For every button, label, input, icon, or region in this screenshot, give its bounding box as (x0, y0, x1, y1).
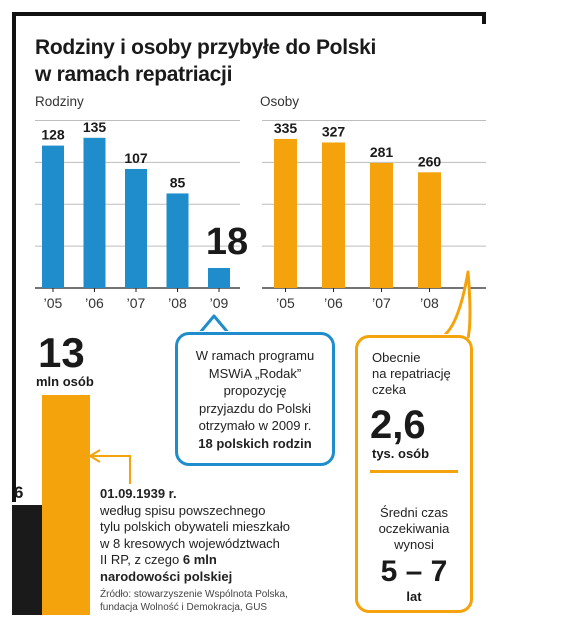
waiting-callout-pointer (439, 270, 472, 340)
bar-value-label-1-1: 327 (322, 123, 346, 139)
wait-time-value: 5 – 7 (380, 555, 448, 588)
x-tick-label-0-2: ’07 (127, 295, 146, 311)
historic-bar-13mln (42, 395, 90, 615)
rodak-line-1: W ramach programu (195, 348, 315, 363)
x-tick-label-0-0: ’05 (44, 295, 63, 311)
title-line-2: w ramach repatriacji (35, 63, 233, 86)
bar-value-label-0-4: 18 (206, 221, 248, 263)
persons-axis-title: Osoby (260, 94, 300, 109)
x-tick-label-0-3: ’08 (168, 295, 187, 311)
waiting-big-unit: tys. osób (372, 446, 430, 461)
bar-value-label-0-2: 107 (124, 150, 148, 166)
x-tick-label-1-3: ’08 (420, 295, 439, 311)
historic-line-5: narodowości polskiej (100, 568, 233, 584)
bar-1-0 (274, 138, 297, 288)
frame-top-line (12, 12, 486, 16)
waiting-line-3: czeka (372, 382, 406, 397)
wait-time-unit: lat (406, 589, 422, 604)
source-note: Źródło: stowarzyszenie Wspólnota Polska,… (100, 589, 330, 614)
waiting-big-value: 2,6 (370, 403, 426, 447)
historic-arrow-head (89, 449, 101, 463)
source-line-1: Źródło: stowarzyszenie Wspólnota Polska, (100, 589, 288, 600)
frame-left-line (12, 12, 16, 502)
historic-line-4-bold: 6 mln (182, 552, 217, 567)
rodak-program-callout: W ramach programu MSWiA „Rodak” propozyc… (175, 332, 335, 466)
waiting-line-1: Obecnie (372, 350, 421, 365)
wait-time-line-3: wynosi (394, 537, 434, 552)
historic-line-2: tylu polskich obywateli mieszkało (100, 519, 291, 534)
title-line-1: Rodziny i osoby przybyłe do Polski (35, 36, 377, 59)
bar-1-1 (322, 142, 345, 288)
wait-time-line-1: Średni czas (380, 505, 448, 520)
historic-arrow-line (92, 455, 131, 484)
bar-value-label-0-3: 85 (170, 174, 186, 190)
historic-line-3: w 8 kresowych województwach (100, 535, 280, 551)
rodak-line-5: otrzymało w 2009 r. (198, 418, 312, 433)
x-tick-label-1-1: ’06 (324, 295, 343, 311)
rodak-callout-pointer (196, 314, 232, 336)
x-tick-label-1-2: ’07 (372, 295, 391, 311)
bar-0-1 (83, 137, 106, 288)
historic-description: 01.09.1939 r. według spisu powszechnego … (100, 486, 340, 585)
historic-big-unit: mln osób (36, 374, 94, 389)
historic-bar-6mln (12, 505, 42, 615)
x-tick-label-0-4: ’09 (210, 295, 229, 311)
historic-date: 01.09.1939 r. (100, 486, 177, 501)
waiting-line-2: na repatriację (372, 366, 451, 381)
bar-0-0 (42, 145, 64, 288)
bar-value-label-1-0: 335 (274, 120, 298, 136)
wait-time-line-2: oczekiwania (378, 521, 450, 536)
historic-line-1: według spisu powszechnego (100, 502, 266, 518)
bar-0-3 (166, 193, 189, 288)
rodak-line-6: 18 polskich rodzin (198, 435, 312, 451)
waiting-divider (370, 470, 458, 473)
rodak-line-3: propozycję (223, 383, 287, 398)
x-tick-label-0-1: ’06 (85, 295, 104, 311)
bar-0-4 (208, 267, 230, 288)
bar-value-label-0-0: 128 (41, 127, 65, 143)
bar-0-2 (125, 168, 147, 288)
bar-1-2 (370, 162, 393, 288)
bar-value-label-1-2: 281 (370, 144, 394, 160)
bar-value-label-0-1: 135 (83, 119, 107, 135)
historic-line-4: II RP, z czego 6 mln (100, 552, 340, 569)
historic-big-value: 13 (38, 329, 85, 376)
source-line-2: fundacja Wolność i Demokracja, GUS (100, 601, 268, 613)
historic-line-4-pre: II RP, z czego (100, 552, 183, 567)
bar-1-3 (418, 172, 441, 288)
waiting-callout: Obecnie na repatriację czeka 2,6 tys. os… (355, 335, 473, 613)
families-axis-title: Rodziny (35, 94, 84, 109)
frame-corner-tick (482, 12, 486, 24)
rodak-line-2: MSWiA „Rodak” (208, 365, 302, 381)
historic-small-value: 6 (14, 483, 24, 502)
page-title: Rodziny i osoby przybyłe do Polski w ram… (35, 34, 475, 88)
rodak-line-4: przyjazdu do Polski (199, 400, 311, 416)
bar-value-label-1-3: 260 (418, 153, 442, 169)
x-tick-label-1-0: ’05 (276, 295, 295, 311)
